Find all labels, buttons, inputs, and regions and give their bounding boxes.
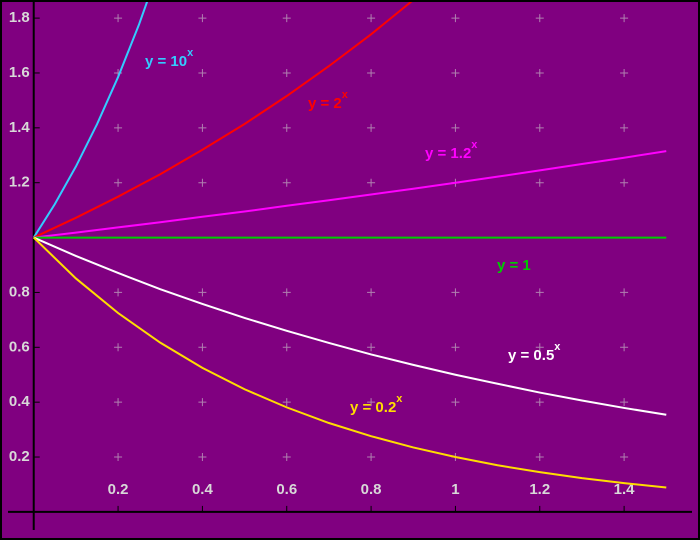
curve [33, 150, 667, 239]
grid-marker [282, 14, 291, 23]
grid-marker [198, 14, 207, 23]
grid-marker [451, 343, 460, 352]
label-text: y = 0.2 [350, 399, 396, 416]
grid-marker [535, 343, 544, 352]
grid-marker [367, 14, 376, 23]
grid-marker [198, 453, 207, 462]
grid-marker [282, 398, 291, 407]
grid-marker [451, 398, 460, 407]
x-tick-label: 0.4 [192, 481, 214, 498]
grid-marker [198, 123, 207, 132]
grid-marker [367, 343, 376, 352]
label-exponent: x [554, 341, 561, 353]
label-text: y = 1.2 [425, 145, 471, 162]
y-tick-label: 1.8 [9, 9, 30, 26]
y-tick-label: 0.6 [9, 338, 30, 355]
x-tick-label: 0.8 [361, 481, 382, 498]
grid-marker [198, 343, 207, 352]
curve [32, 1, 149, 239]
grid-marker [367, 398, 376, 407]
label-text: y = 0.5 [508, 347, 554, 364]
grid-marker [367, 68, 376, 77]
grid-marker [282, 288, 291, 297]
y-tick-label: 1.4 [9, 119, 31, 136]
curve [33, 236, 667, 489]
grid-marker [198, 288, 207, 297]
grid-marker [198, 398, 207, 407]
grid-marker [367, 453, 376, 462]
label-text: y = 1 [497, 257, 531, 274]
grid-marker [114, 178, 123, 187]
grid-marker [282, 178, 291, 187]
grid-marker [620, 68, 629, 77]
y-tick-label: 1.2 [9, 174, 30, 191]
grid-marker [535, 178, 544, 187]
curve-label: y = 1 [497, 257, 531, 274]
grid-marker [535, 288, 544, 297]
grid-marker [114, 343, 123, 352]
y-tick-label: 0.4 [9, 393, 31, 410]
label-text: y = 10 [145, 53, 187, 70]
y-tick-label: 1.6 [9, 64, 30, 81]
grid-marker [620, 398, 629, 407]
grid-marker [282, 123, 291, 132]
curve-label: y = 10x [145, 47, 194, 70]
grid-marker [451, 123, 460, 132]
grid-marker [114, 398, 123, 407]
x-tick-label: 1.4 [614, 481, 636, 498]
grid-marker [620, 288, 629, 297]
grid-marker [367, 178, 376, 187]
grid-marker [198, 68, 207, 77]
grid-marker [114, 123, 123, 132]
grid-marker [282, 343, 291, 352]
grid-marker [620, 453, 629, 462]
x-tick-label: 0.6 [276, 481, 297, 498]
grid-marker [367, 288, 376, 297]
curve-label: y = 0.5x [508, 341, 561, 364]
label-exponent: x [342, 89, 349, 101]
grid-marker [620, 178, 629, 187]
grid-marker [282, 68, 291, 77]
y-tick-label: 0.8 [9, 283, 30, 300]
x-tick-label: 1 [451, 481, 459, 498]
grid-marker [451, 14, 460, 23]
y-tick-label: 0.2 [9, 448, 30, 465]
grid-marker [620, 14, 629, 23]
curve-label: y = 0.2x [350, 393, 403, 416]
grid-marker [282, 453, 291, 462]
grid-marker [620, 343, 629, 352]
grid-marker [451, 288, 460, 297]
grid-marker [535, 68, 544, 77]
grid-marker [114, 14, 123, 23]
grid-marker [535, 14, 544, 23]
grid-marker [198, 178, 207, 187]
curve [33, 236, 667, 416]
curve-label: y = 2x [308, 89, 349, 112]
curve [33, 1, 414, 239]
label-exponent: x [187, 47, 194, 59]
grid-marker [451, 68, 460, 77]
curve-label: y = 1.2x [425, 139, 478, 162]
grid-marker [535, 123, 544, 132]
label-text: y = 2 [308, 95, 342, 112]
grid-marker [535, 398, 544, 407]
label-exponent: x [471, 139, 478, 151]
grid-marker [620, 123, 629, 132]
grid-marker [114, 453, 123, 462]
grid-marker [114, 288, 123, 297]
grid-marker [535, 453, 544, 462]
grid-marker [367, 123, 376, 132]
label-exponent: x [396, 393, 403, 405]
x-tick-label: 1.2 [529, 481, 550, 498]
x-tick-label: 0.2 [108, 481, 129, 498]
